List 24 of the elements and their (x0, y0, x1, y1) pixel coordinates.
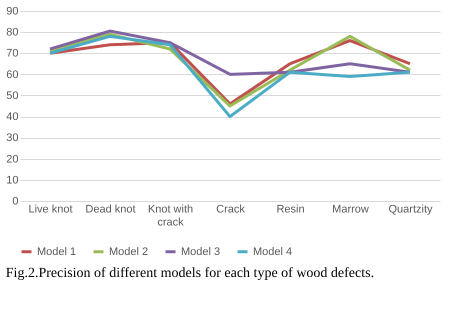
legend-label: Model 2 (109, 246, 148, 258)
x-tick-label: Live knot (28, 204, 73, 216)
x-tick-label: Knot with crack (148, 204, 194, 228)
x-tick-label: Resin (276, 204, 305, 216)
x-tick-label: Marrow (332, 204, 369, 216)
y-tick-label: 70 (6, 48, 18, 60)
legend-label: Model 1 (37, 246, 76, 258)
y-tick-label: 40 (6, 111, 18, 124)
line-series (48, 34, 412, 118)
caption: Fig.2.Precision of different models for each type of wood defects. (6, 266, 374, 281)
y-tick-label: 60 (6, 68, 18, 81)
y-tick-label: 90 (6, 6, 18, 18)
y-tick-label: 50 (6, 90, 18, 102)
x-tick-label: Quartzity (388, 204, 434, 216)
y-tick-label: 0 (12, 196, 18, 208)
y-tick-label: 20 (6, 153, 18, 166)
line-series (48, 30, 412, 76)
y-tick-label: 80 (6, 26, 18, 39)
x-tick-label: Dead knot (85, 204, 136, 216)
y-tick-label: 10 (6, 174, 18, 186)
x-tick-label: Crack (216, 204, 246, 216)
y-tick-label: 30 (6, 132, 18, 144)
legend-label: Model 3 (181, 246, 220, 258)
legend-label: Model 4 (253, 246, 292, 258)
